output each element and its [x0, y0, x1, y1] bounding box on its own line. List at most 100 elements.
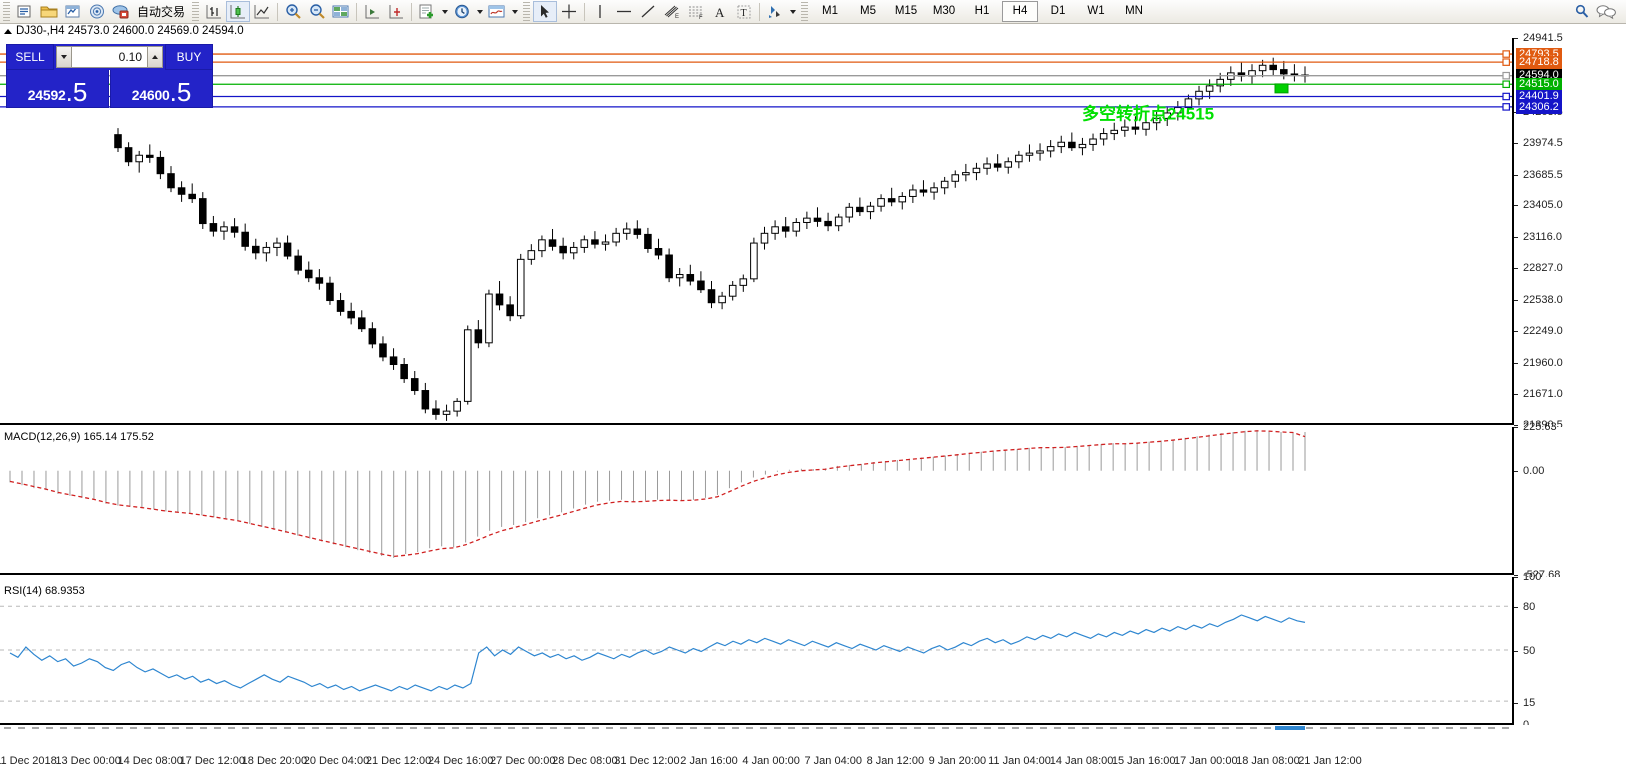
- volume-input[interactable]: 0.10: [72, 46, 147, 68]
- timeframe-h4[interactable]: H4: [1002, 1, 1039, 22]
- time-axis-label: 11 Jan 04:00: [988, 755, 1051, 767]
- toolbar-grip[interactable]: [3, 2, 10, 21]
- price-scale-rsi[interactable]: 1008050150: [1512, 571, 1626, 731]
- time-tick: [4, 727, 11, 729]
- sell-button[interactable]: SELL: [6, 44, 54, 70]
- line-chart-icon[interactable]: [250, 1, 274, 22]
- time-tick: [1110, 727, 1117, 729]
- time-tick: [690, 727, 697, 729]
- scale-tick: 80: [1514, 601, 1535, 613]
- time-tick: [1404, 727, 1411, 729]
- time-tick: [396, 727, 403, 729]
- time-tick: [928, 727, 935, 729]
- scale-tick: 23974.5: [1514, 137, 1563, 149]
- macd-indicator-pane[interactable]: [0, 427, 1512, 575]
- toolbar-grip-2[interactable]: [192, 2, 200, 21]
- time-axis-label: 8 Jan 12:00: [866, 755, 925, 767]
- folder-icon[interactable]: [37, 1, 61, 22]
- timeframe-m5[interactable]: M5: [860, 5, 876, 17]
- time-tick: [704, 727, 711, 729]
- rsi-indicator-pane[interactable]: [0, 577, 1512, 725]
- timeframe-w1[interactable]: W1: [1087, 5, 1105, 17]
- horizontal-line-icon[interactable]: [612, 1, 636, 22]
- scale-tick: 21960.0: [1514, 357, 1563, 369]
- time-tick: [1446, 727, 1453, 729]
- new-order-icon[interactable]: [13, 1, 37, 22]
- trade-panel-top-row: SELL 0.10 BUY: [6, 44, 213, 70]
- price-scale-macd[interactable]: 225.63 0.00 -527.68: [1512, 421, 1626, 581]
- toolbar-grip-3[interactable]: [523, 2, 531, 21]
- time-tick: [116, 727, 123, 729]
- time-tick: [564, 727, 571, 729]
- periodicity-clock-icon[interactable]: [450, 1, 474, 22]
- volume-decrease-button[interactable]: [56, 46, 72, 68]
- templates-chevron-down-icon[interactable]: [439, 1, 450, 22]
- terminal-icon[interactable]: [109, 1, 133, 22]
- timeframe-h1[interactable]: H1: [974, 5, 990, 17]
- trade-panel-price-row: 24592 .5 24600 .5: [6, 70, 213, 108]
- time-axis[interactable]: 11 Dec 2018 13 Dec 00:00 14 Dec 08:00 17 De…: [0, 725, 1626, 774]
- chart-shift-icon[interactable]: [360, 1, 384, 22]
- time-tick: [592, 727, 599, 729]
- toolbar-separator-1: [277, 2, 279, 21]
- time-tick: [172, 727, 179, 729]
- price-chart-pane[interactable]: 多空转折点24515: [0, 38, 1512, 425]
- collapse-triangle-icon[interactable]: [4, 28, 12, 34]
- timeframe-m1[interactable]: M1: [822, 5, 838, 17]
- support-2-label[interactable]: 24306.2: [1516, 100, 1562, 114]
- timeframe-d1[interactable]: D1: [1050, 5, 1066, 17]
- time-tick: [900, 727, 907, 729]
- search-icon[interactable]: [1570, 1, 1594, 22]
- time-tick: [46, 727, 53, 729]
- toolbar-grip-4[interactable]: [801, 2, 809, 21]
- timeframe-m30[interactable]: M30: [932, 5, 956, 17]
- volume-increase-button[interactable]: [147, 46, 163, 68]
- scale-tick: 22249.0: [1514, 325, 1563, 337]
- scale-tick: 225.63: [1514, 421, 1557, 433]
- shapes-icon[interactable]: [763, 1, 787, 22]
- cursor-icon[interactable]: [533, 1, 558, 22]
- time-tick: [676, 727, 683, 729]
- time-tick: [480, 727, 487, 729]
- buy-button[interactable]: BUY: [165, 44, 213, 70]
- price-scale-main[interactable]: 24941.524263.523974.523685.523405.023116…: [1512, 32, 1626, 431]
- time-tick: [1390, 727, 1397, 729]
- time-tick: [1152, 727, 1159, 729]
- resistance-1-label[interactable]: 24718.8: [1516, 55, 1562, 69]
- vertical-line-icon[interactable]: [588, 1, 612, 22]
- tile-windows-icon[interactable]: [329, 1, 353, 22]
- support-1-label[interactable]: 24401.9: [1516, 90, 1562, 104]
- time-tick: [578, 727, 585, 729]
- indicators-chevron-down-icon[interactable]: [509, 1, 520, 22]
- equidistant-channel-icon[interactable]: E: [660, 1, 684, 22]
- auto-scroll-icon[interactable]: [384, 1, 408, 22]
- text-label-icon[interactable]: T: [732, 1, 756, 22]
- time-tick: [270, 727, 277, 729]
- zoom-out-icon[interactable]: [305, 1, 329, 22]
- pivot-level-label[interactable]: 24515.0: [1516, 77, 1562, 91]
- timeframe-mn[interactable]: MN: [1125, 5, 1143, 17]
- time-tick: [788, 727, 795, 729]
- crosshair-icon[interactable]: [557, 1, 581, 22]
- fibonacci-icon[interactable]: F: [684, 1, 708, 22]
- buy-price-display[interactable]: 24600 .5: [110, 70, 213, 108]
- shapes-chevron-down-icon[interactable]: [787, 1, 798, 22]
- sell-price-display[interactable]: 24592 .5: [6, 70, 109, 108]
- autotrade-button[interactable]: 自动交易: [137, 5, 186, 19]
- time-tick: [830, 727, 837, 729]
- time-tick: [746, 727, 753, 729]
- toolbar-separator-4: [584, 2, 586, 21]
- navigator-radar-icon[interactable]: [85, 1, 109, 22]
- indicators-icon[interactable]: [485, 1, 509, 22]
- text-icon[interactable]: A: [708, 1, 732, 22]
- periodicity-chevron-down-icon[interactable]: [474, 1, 485, 22]
- trendline-icon[interactable]: [636, 1, 660, 22]
- timeframe-m15[interactable]: M15: [894, 5, 918, 17]
- chat-icon[interactable]: [1594, 1, 1618, 22]
- time-tick: [858, 727, 865, 729]
- candlestick-chart-icon[interactable]: [226, 1, 251, 22]
- market-watch-icon[interactable]: [61, 1, 85, 22]
- bar-chart-icon[interactable]: [202, 1, 226, 22]
- templates-icon[interactable]: [415, 1, 439, 22]
- zoom-in-icon[interactable]: [281, 1, 305, 22]
